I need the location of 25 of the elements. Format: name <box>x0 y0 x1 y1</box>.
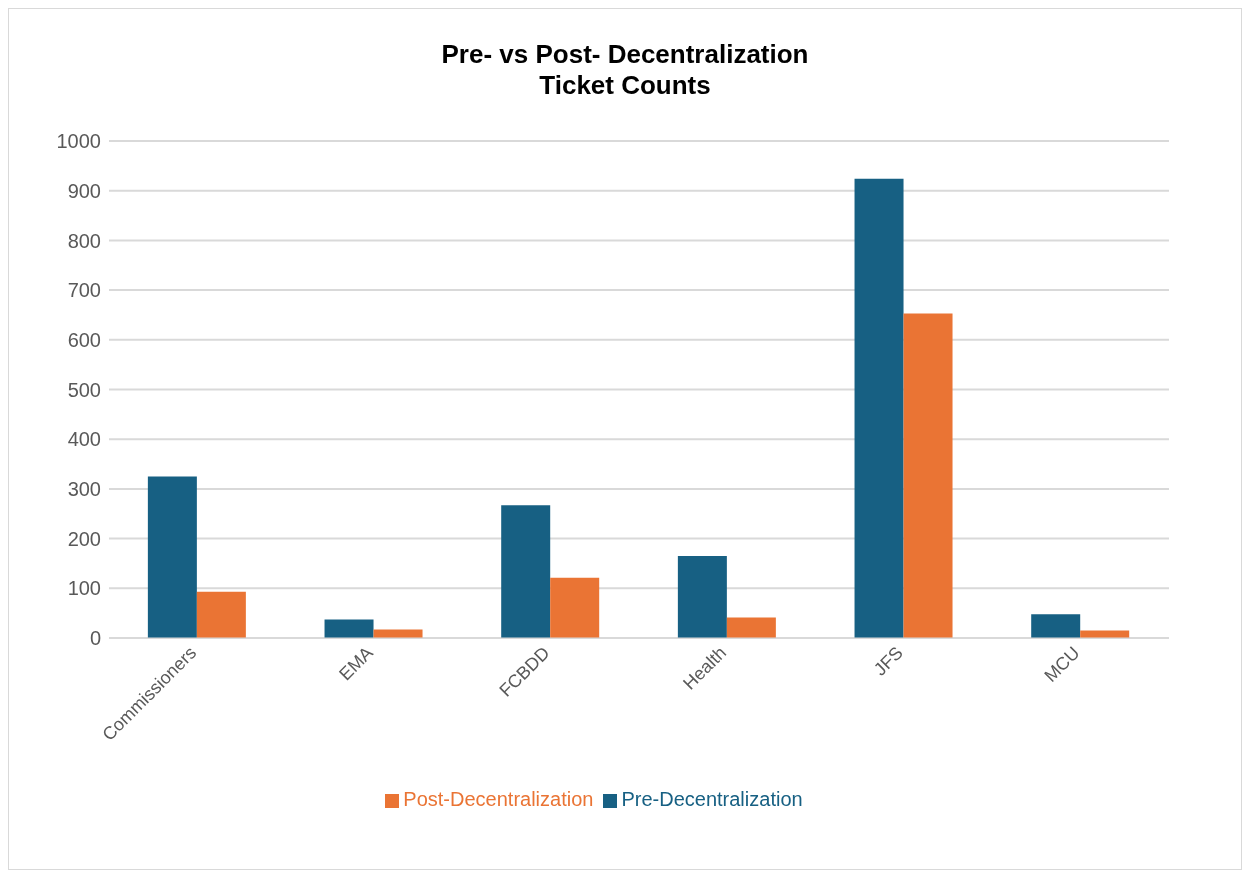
chart-title: Pre- vs Post- Decentralization Ticket Counts <box>440 39 810 101</box>
y-tick-label: 600 <box>67 328 101 351</box>
legend-label: Post-Decentralization <box>403 788 594 810</box>
y-tick-label: 700 <box>67 279 101 302</box>
bar <box>501 505 551 638</box>
y-tick-label: 100 <box>67 577 101 600</box>
x-tick-label: JFS <box>870 642 907 680</box>
bar <box>1031 614 1081 638</box>
bar <box>903 313 953 638</box>
y-tick-label: 900 <box>67 179 101 202</box>
y-tick-label: 1000 <box>56 130 101 153</box>
bar <box>854 178 904 638</box>
legend-label: Pre-Decentralization <box>621 788 803 810</box>
y-tick-label: 0 <box>89 627 101 650</box>
y-tick-label: 400 <box>67 428 101 451</box>
bar <box>324 619 374 638</box>
bar <box>726 617 776 638</box>
bar <box>550 577 600 638</box>
bar <box>147 476 197 638</box>
y-tick-label: 500 <box>67 378 101 401</box>
bar <box>196 591 246 638</box>
y-tick-label: 800 <box>67 229 101 252</box>
y-tick-label: 300 <box>67 478 101 500</box>
y-tick-label: 200 <box>67 527 101 550</box>
bar <box>677 556 727 638</box>
